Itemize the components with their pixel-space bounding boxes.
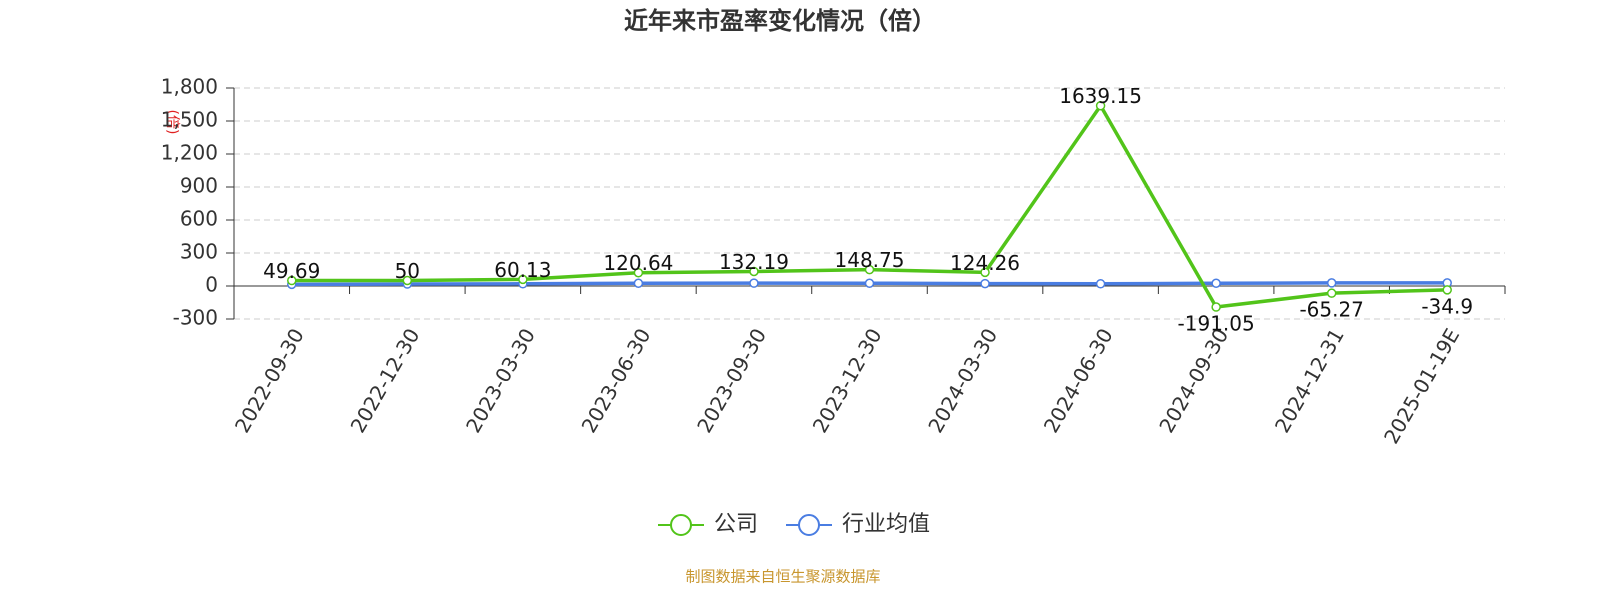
series-line xyxy=(291,102,1448,309)
x-tick-label: 2025-01-19E xyxy=(1379,324,1464,448)
point xyxy=(864,264,875,275)
chart-title: 近年来市盈率变化情况（倍） xyxy=(624,7,936,35)
data-label: -34.9 xyxy=(1421,294,1473,318)
data-label: 50 xyxy=(395,259,420,283)
x-tick-label: 2023-06-30 xyxy=(577,324,656,437)
x-tick-label: 2024-06-30 xyxy=(1039,324,1118,437)
point xyxy=(1211,302,1221,312)
x-tick-label: 2024-03-30 xyxy=(923,324,1002,437)
point xyxy=(287,275,297,286)
y-tick-label: -300 xyxy=(173,306,218,330)
source-note: 制图数据来自恒生聚源数据库 xyxy=(685,568,880,586)
y-tick-label: 1,500 xyxy=(161,108,218,132)
data-label: 148.75 xyxy=(835,248,905,272)
point xyxy=(1095,279,1106,289)
y-tick-label: 300 xyxy=(180,240,218,264)
point xyxy=(1326,288,1337,298)
x-tick-label: 2022-12-30 xyxy=(346,324,425,437)
y-tick-label: 1,200 xyxy=(161,141,218,165)
data-label: -65.27 xyxy=(1299,298,1363,322)
point xyxy=(402,275,413,286)
x-tick-label: 2024-09-30 xyxy=(1154,324,1233,437)
point xyxy=(1442,285,1452,295)
point xyxy=(518,274,528,285)
data-label: 60.13 xyxy=(494,258,551,282)
point xyxy=(980,267,990,278)
point xyxy=(749,266,759,277)
legend-label[interactable]: 行业均值 xyxy=(842,512,930,537)
point xyxy=(980,278,990,289)
point xyxy=(1326,278,1337,288)
y-tick-label: 1,800 xyxy=(161,75,218,99)
data-label: 1639.15 xyxy=(1059,84,1142,108)
y-tick-label: 0 xyxy=(205,273,218,297)
point xyxy=(1211,278,1221,288)
x-tick-label: 2024-12-31 xyxy=(1270,324,1349,437)
x-tick-label: 2023-03-30 xyxy=(461,324,540,437)
x-tick-label: 2023-12-30 xyxy=(808,324,887,437)
data-label: 120.64 xyxy=(603,251,673,275)
x-tick-label: 2023-09-30 xyxy=(692,324,771,437)
point xyxy=(1095,100,1106,111)
data-label: 124.26 xyxy=(950,251,1020,275)
point xyxy=(749,278,759,288)
data-label: 132.19 xyxy=(719,250,789,274)
data-label: 49.69 xyxy=(263,259,320,283)
point xyxy=(633,267,644,278)
x-tick-label: 2022-09-30 xyxy=(230,324,309,437)
legend-marker[interactable] xyxy=(670,514,692,536)
y-tick-label: 900 xyxy=(180,174,218,198)
legend-marker[interactable] xyxy=(798,514,820,536)
legend-label[interactable]: 公司 xyxy=(714,512,758,537)
point xyxy=(633,278,644,288)
point xyxy=(864,278,875,288)
data-label: -191.05 xyxy=(1178,312,1255,336)
y-tick-label: 600 xyxy=(180,207,218,231)
y-axis-label: (倍) xyxy=(164,110,180,135)
